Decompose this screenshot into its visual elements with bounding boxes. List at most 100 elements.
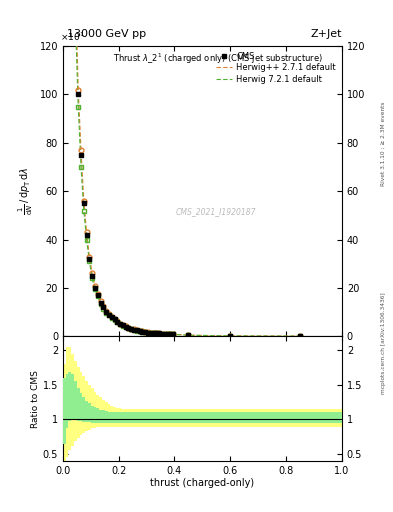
CMS [162, 331, 167, 337]
Legend: CMS, Herwig++ 2.7.1 default, Herwig 7.2.1 default: CMS, Herwig++ 2.7.1 default, Herwig 7.2.… [214, 50, 338, 86]
Herwig++ 2.7.1 default [98, 298, 103, 304]
Herwig 7.2.1 default [168, 331, 173, 337]
Line: Herwig 7.2.1 default: Herwig 7.2.1 default [64, 0, 300, 336]
Herwig++ 2.7.1 default [84, 229, 89, 236]
Herwig 7.2.1 default [149, 330, 153, 336]
Herwig++ 2.7.1 default [81, 198, 86, 204]
Herwig++ 2.7.1 default [121, 322, 125, 328]
Herwig 7.2.1 default [109, 314, 114, 321]
Herwig 7.2.1 default [107, 312, 111, 318]
CMS [73, 0, 78, 1]
Herwig 7.2.1 default [146, 330, 151, 336]
CMS [79, 152, 83, 158]
Herwig 7.2.1 default [160, 331, 164, 337]
Herwig++ 2.7.1 default [165, 331, 170, 337]
CMS [126, 325, 131, 331]
Herwig++ 2.7.1 default [87, 253, 92, 260]
Herwig++ 2.7.1 default [107, 311, 111, 317]
CMS [112, 316, 117, 323]
Herwig 7.2.1 default [93, 286, 97, 292]
CMS [149, 330, 153, 336]
Herwig++ 2.7.1 default [154, 330, 159, 336]
CMS [140, 329, 145, 335]
Text: Rivet 3.1.10 ; ≥ 2.3M events: Rivet 3.1.10 ; ≥ 2.3M events [381, 101, 386, 186]
Herwig 7.2.1 default [73, 19, 78, 25]
CMS [98, 300, 103, 306]
Herwig 7.2.1 default [143, 329, 147, 335]
CMS [129, 326, 134, 332]
Herwig 7.2.1 default [151, 330, 156, 336]
Herwig++ 2.7.1 default [146, 329, 151, 335]
Herwig++ 2.7.1 default [104, 308, 108, 314]
CMS [298, 333, 303, 339]
Herwig++ 2.7.1 default [132, 326, 136, 332]
Herwig 7.2.1 default [87, 259, 92, 265]
Herwig++ 2.7.1 default [143, 329, 147, 335]
Text: 13000 GeV pp: 13000 GeV pp [67, 29, 146, 39]
Herwig++ 2.7.1 default [134, 327, 139, 333]
Text: CMS_2021_I1920187: CMS_2021_I1920187 [176, 207, 257, 216]
Text: $\times 10^1$: $\times 10^1$ [60, 31, 84, 43]
Herwig++ 2.7.1 default [123, 324, 128, 330]
CMS [84, 232, 89, 238]
CMS [171, 331, 175, 337]
CMS [134, 327, 139, 333]
CMS [109, 314, 114, 320]
CMS [95, 292, 100, 298]
CMS [101, 304, 106, 310]
CMS [168, 331, 173, 337]
Herwig 7.2.1 default [134, 328, 139, 334]
Herwig 7.2.1 default [79, 164, 83, 170]
CMS [137, 328, 142, 334]
Herwig 7.2.1 default [129, 326, 134, 332]
Herwig++ 2.7.1 default [118, 321, 123, 327]
Herwig++ 2.7.1 default [140, 328, 145, 334]
Herwig 7.2.1 default [101, 306, 106, 312]
Herwig++ 2.7.1 default [160, 331, 164, 337]
Herwig 7.2.1 default [123, 324, 128, 330]
Y-axis label: $\frac{1}{\mathrm{d}N}\,/\,\mathrm{d}p_\mathrm{T}\,\mathrm{d}\lambda$: $\frac{1}{\mathrm{d}N}\,/\,\mathrm{d}p_\… [17, 167, 35, 216]
Herwig 7.2.1 default [228, 333, 233, 339]
CMS [132, 327, 136, 333]
CMS [87, 256, 92, 262]
Line: CMS: CMS [62, 0, 302, 338]
Herwig++ 2.7.1 default [95, 291, 100, 297]
Herwig 7.2.1 default [115, 319, 119, 326]
CMS [93, 285, 97, 291]
Y-axis label: Ratio to CMS: Ratio to CMS [31, 370, 40, 428]
CMS [76, 91, 81, 97]
Herwig 7.2.1 default [162, 331, 167, 337]
Herwig 7.2.1 default [76, 103, 81, 110]
Herwig 7.2.1 default [132, 327, 136, 333]
Herwig 7.2.1 default [126, 325, 131, 331]
Herwig++ 2.7.1 default [149, 330, 153, 336]
Text: mcplots.cern.ch [arXiv:1306.3436]: mcplots.cern.ch [arXiv:1306.3436] [381, 292, 386, 394]
Herwig++ 2.7.1 default [79, 147, 83, 153]
Herwig++ 2.7.1 default [186, 332, 191, 338]
CMS [146, 329, 151, 335]
Herwig 7.2.1 default [118, 321, 123, 327]
X-axis label: thrust (charged-only): thrust (charged-only) [151, 478, 254, 488]
Herwig 7.2.1 default [157, 331, 162, 337]
CMS [157, 330, 162, 336]
Herwig++ 2.7.1 default [157, 330, 162, 336]
Herwig++ 2.7.1 default [162, 331, 167, 337]
CMS [104, 309, 108, 315]
Line: Herwig++ 2.7.1 default: Herwig++ 2.7.1 default [64, 0, 300, 336]
Herwig++ 2.7.1 default [228, 333, 233, 339]
Herwig 7.2.1 default [90, 275, 95, 282]
Herwig 7.2.1 default [171, 331, 175, 337]
CMS [81, 200, 86, 206]
CMS [90, 273, 95, 279]
Herwig++ 2.7.1 default [112, 316, 117, 322]
Herwig 7.2.1 default [84, 237, 89, 243]
CMS [160, 331, 164, 337]
Herwig 7.2.1 default [121, 323, 125, 329]
Herwig++ 2.7.1 default [129, 326, 134, 332]
CMS [118, 321, 123, 327]
Herwig++ 2.7.1 default [93, 283, 97, 289]
CMS [151, 330, 156, 336]
Herwig 7.2.1 default [137, 328, 142, 334]
Herwig 7.2.1 default [165, 331, 170, 337]
CMS [115, 319, 119, 325]
